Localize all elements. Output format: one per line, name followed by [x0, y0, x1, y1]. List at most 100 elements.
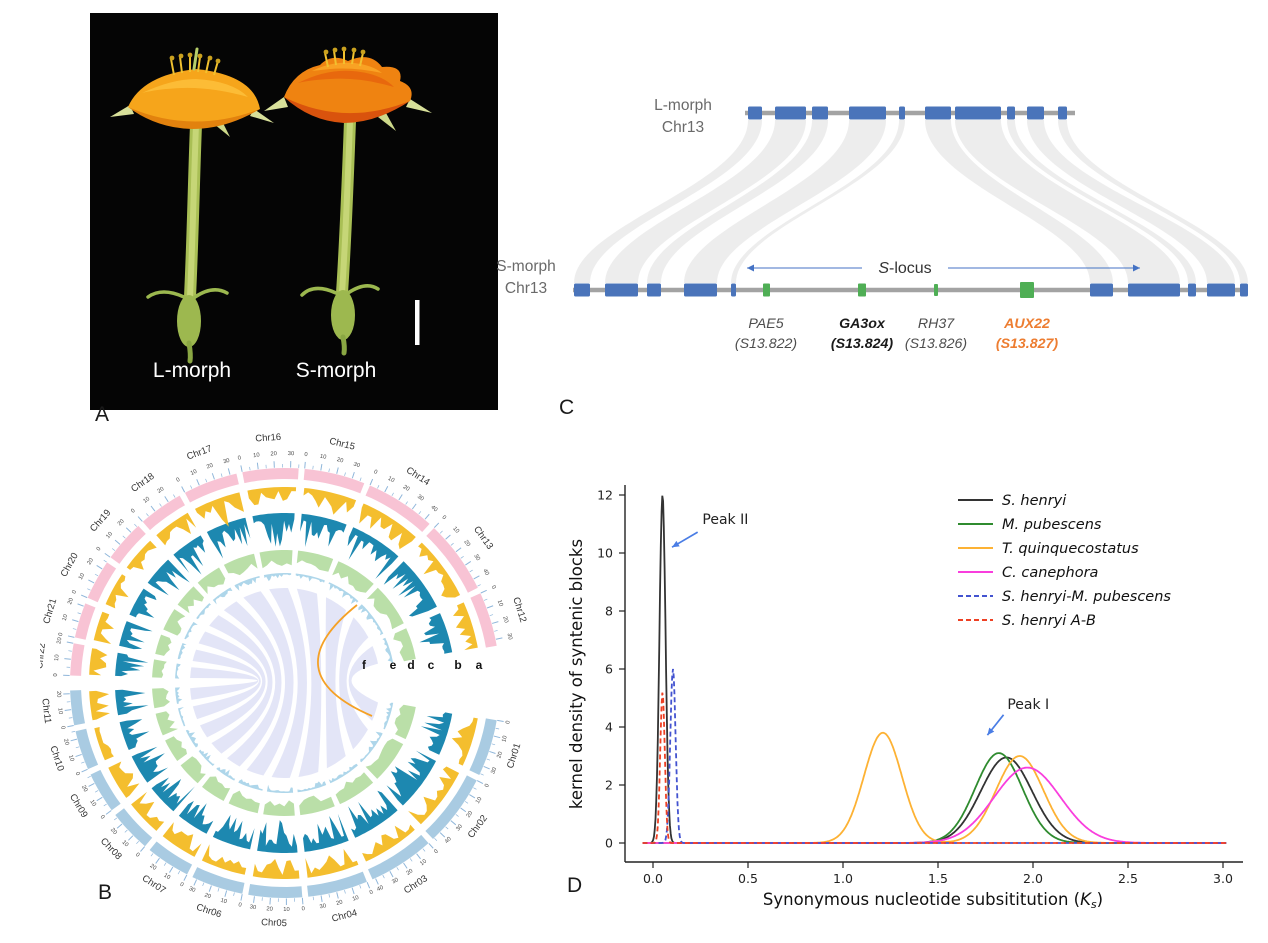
- kde-series-T-quinquecostatus: [642, 731, 1227, 844]
- tick-Chr01-30: [483, 765, 490, 770]
- track-d-area-Chr02: [365, 738, 404, 779]
- tick-label-Chr16-0: 0: [237, 455, 241, 462]
- tick-Chr18-0: [137, 516, 143, 522]
- tick-label-Chr16-10: 10: [253, 452, 260, 459]
- chromosome-label-Chr13: Chr13: [471, 524, 495, 551]
- tick-Chr03-30: [389, 871, 394, 878]
- track-d-area-Chr10: [155, 711, 178, 736]
- tick-Chr12-30: [495, 637, 503, 640]
- tick-Chr18-25: [173, 494, 176, 498]
- tick-Chr15-35: [359, 477, 362, 482]
- track-b-area-Chr07: [162, 822, 202, 857]
- track-e-area-Chr11: [175, 687, 183, 704]
- track-e-area-Chr21: [177, 643, 187, 660]
- track-b-area-Chr10: [94, 727, 114, 761]
- s-locus-gene-block: [763, 283, 770, 297]
- y-axis-label: kernel density of syntenic blocks: [567, 539, 586, 809]
- track-d-area-Chr03: [335, 772, 374, 805]
- tick-Chr16-10: [256, 462, 259, 470]
- tick-label-Chr18-20: 20: [157, 486, 166, 495]
- tick-Chr12-0: [480, 589, 487, 594]
- tick-label-Chr05-20: 20: [266, 906, 273, 912]
- legend-label-1: M. pubescens: [1002, 517, 1102, 533]
- tick-Chr21-10: [72, 619, 79, 623]
- top-synteny-block: [1058, 106, 1067, 120]
- tick-Chr14-10: [384, 485, 389, 493]
- tick-label-Chr19-0: 0: [96, 546, 103, 552]
- tick-Chr01-35: [480, 773, 484, 776]
- tick-label-Chr14-30: 30: [416, 494, 425, 503]
- tick-Chr07-5: [177, 870, 181, 875]
- chromosome-ideogram-Chr15: [303, 468, 365, 494]
- tick-Chr17-20: [211, 473, 215, 480]
- tick-Chr15-25: [344, 472, 346, 476]
- tick-label-Chr21-10: 10: [62, 614, 70, 622]
- tick-label-Chr01-30: 30: [490, 767, 498, 775]
- pistil: [192, 47, 199, 71]
- tick-Chr12-25: [494, 630, 498, 632]
- panel-c-letter: C: [559, 396, 575, 419]
- track-b-area-Chr18: [156, 512, 197, 546]
- track-e-area-Chr04: [297, 781, 327, 793]
- tick-Chr21-0: [67, 635, 75, 638]
- tick-label-Chr15-30: 30: [353, 462, 361, 470]
- tick-label-Chr19-10: 10: [105, 531, 114, 540]
- tick-Chr05-0: [301, 897, 304, 905]
- tick-Chr13-40: [473, 575, 480, 580]
- track-b-area-Chr09: [108, 761, 140, 798]
- tick-label-Chr20-0: 0: [71, 590, 78, 595]
- bottom-synteny-block: [684, 283, 717, 297]
- tick-Chr01-20: [489, 750, 496, 754]
- s-locus-arrowhead-left: [747, 264, 754, 272]
- chromosome-ideogram-Chr01: [469, 718, 497, 775]
- tick-label-Chr16-30: 30: [288, 451, 295, 457]
- tick-Chr04-20: [336, 892, 339, 899]
- chromosome-ideogram-Chr11: [70, 690, 85, 726]
- tick-Chr02-0: [476, 780, 484, 784]
- synteny-band: [605, 120, 806, 283]
- x-axis-label: Synonymous nucleotide subsititution (Ks): [763, 890, 1103, 911]
- track-c-histogram-Chr06: [212, 814, 255, 850]
- tick-Chr19-5: [111, 548, 116, 551]
- tick-Chr17-30: [227, 468, 231, 475]
- gene-name-RH37: RH37: [918, 316, 955, 332]
- track-d-area-Chr08: [180, 756, 206, 784]
- tick-Chr17-15: [205, 478, 208, 483]
- tick-label-Chr11-0: 0: [59, 726, 66, 730]
- tick-Chr09-10: [96, 796, 103, 802]
- track-c-histogram-Chr10: [119, 719, 150, 750]
- tick-Chr07-20: [155, 857, 160, 864]
- legend-label-2: T. quinquecostatus: [1002, 541, 1139, 557]
- chromosome-ideogram-Chr05: [248, 884, 303, 898]
- tick-Chr14-30: [411, 503, 417, 510]
- stamen-fringe: [324, 50, 364, 68]
- chromosome-label-Chr09: Chr09: [67, 792, 90, 820]
- track-letter-c: c: [428, 658, 435, 672]
- tick-Chr03-25: [396, 867, 399, 871]
- track-c-histogram-Chr21: [119, 621, 153, 650]
- tick-Chr14-5: [377, 485, 380, 489]
- annotation-Peak-I: Peak I: [1007, 697, 1049, 713]
- tick-Chr03-20: [403, 862, 408, 869]
- tick-Chr02-20: [460, 807, 467, 813]
- tick-Chr22-10: [64, 658, 71, 660]
- tick-Chr20-0: [80, 594, 88, 599]
- chromosome-ideogram-Chr14: [365, 485, 430, 532]
- tick-Chr06-20: [208, 885, 212, 892]
- tick-label-Chr03-10: 10: [419, 858, 428, 867]
- track-e-area-Chr22: [175, 663, 181, 679]
- tick-label-Chr17-20: 20: [206, 463, 214, 471]
- tick-label-Chr08-20: 20: [109, 827, 118, 836]
- tick-Chr14-15: [391, 492, 394, 497]
- tick-label-Chr13-10: 10: [451, 526, 460, 535]
- track-letter-a: a: [476, 658, 483, 672]
- tick-label-Chr08-10: 10: [120, 839, 129, 848]
- track-e-area-Chr17: [234, 576, 260, 591]
- chromosome-label-Chr05: Chr05: [261, 917, 287, 929]
- tick-Chr19-20: [125, 527, 132, 533]
- chromosome-ideogram-Chr10: [75, 728, 99, 770]
- tick-Chr20-5: [87, 588, 91, 591]
- tick-Chr13-5: [439, 530, 443, 534]
- tick-Chr04-10: [351, 887, 355, 895]
- track-b-area-Chr03: [362, 824, 415, 862]
